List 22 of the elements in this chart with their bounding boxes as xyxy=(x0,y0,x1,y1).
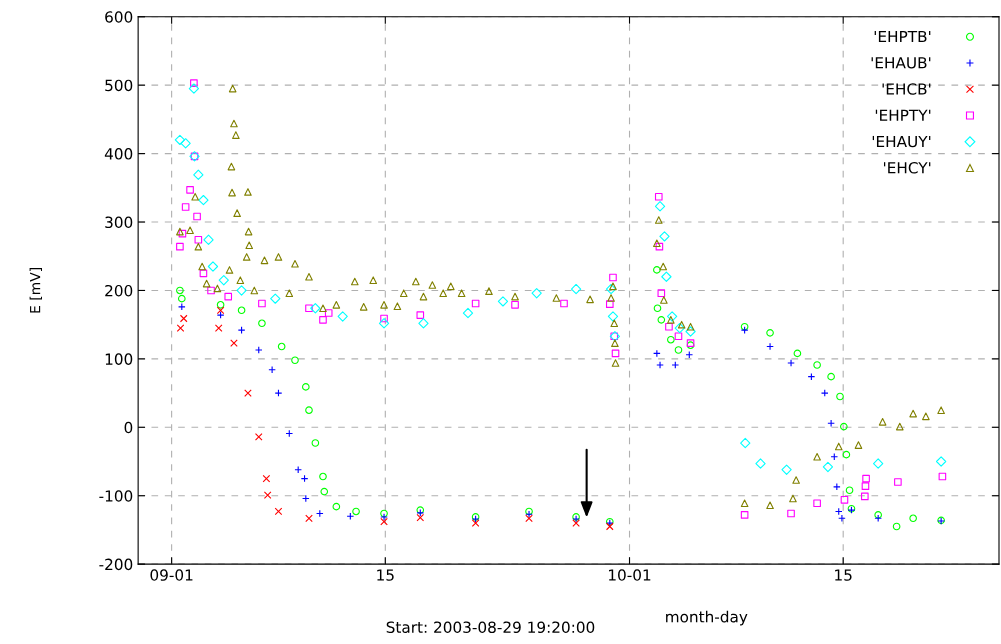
y-tick-label: 0 xyxy=(124,421,133,434)
x-tick-label: 15 xyxy=(377,569,394,581)
legend-label: 'EHPTB' xyxy=(874,30,931,43)
y-tick-label: 200 xyxy=(105,284,133,297)
y-tick-label: 100 xyxy=(105,353,133,365)
legend-label: 'EHCB' xyxy=(882,83,931,95)
x-axis-title: month-day xyxy=(666,610,748,626)
y-tick-label: 500 xyxy=(105,79,133,92)
y-tick-label: -100 xyxy=(99,490,133,502)
x-tick-label: 10-01 xyxy=(608,569,651,581)
y-axis-title: E [mV] xyxy=(29,268,42,313)
y-tick-label: 300 xyxy=(105,216,133,229)
legend-label: 'EHAUB' xyxy=(871,57,931,69)
y-tick-label: 600 xyxy=(105,11,133,23)
text: Start: 2003-08-29 19:20:00 xyxy=(386,621,595,633)
x-tick-label: 09-01 xyxy=(150,569,193,581)
x-tick-label: 15 xyxy=(835,569,852,581)
legend-label: 'EHAUY' xyxy=(872,135,931,148)
y-tick-label: -200 xyxy=(99,558,133,571)
y-tick-label: 400 xyxy=(104,148,133,160)
legend-label: 'EHCY' xyxy=(883,161,931,174)
legend-label: 'EHPTY' xyxy=(875,109,931,121)
